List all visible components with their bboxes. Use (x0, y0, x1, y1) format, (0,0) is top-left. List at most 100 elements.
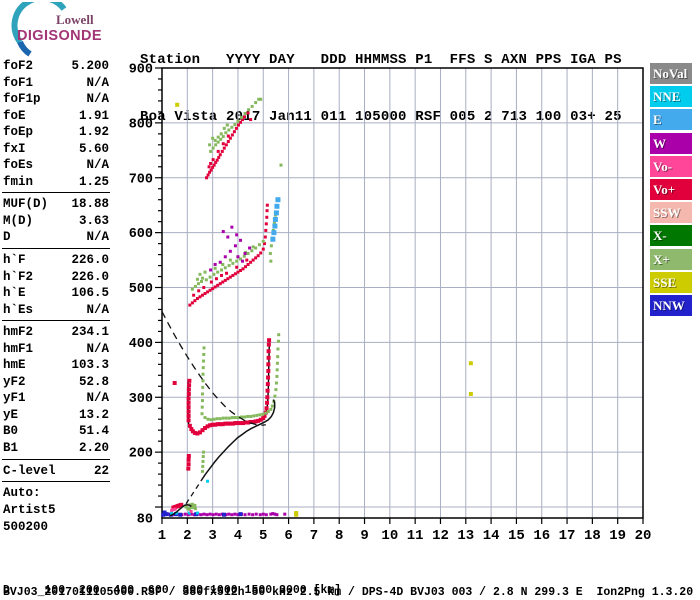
station-header: Station YYYY DAY DDD HHMMSS P1 FFS S AXN… (140, 13, 622, 165)
param-label: h`F (3, 253, 26, 268)
param-row-foep: foEp 1.92 (3, 124, 109, 141)
svg-text:3: 3 (208, 528, 216, 544)
svg-text:6: 6 (284, 528, 292, 544)
series-o-echo-2nd-multiple (188, 203, 269, 307)
param-row-hes: h`Es N/A (3, 302, 109, 319)
param-value: 103.3 (71, 358, 109, 373)
param-row-fof1p: foF1p N/A (3, 91, 109, 108)
param-label: hmF1 (3, 341, 34, 356)
svg-text:8: 8 (335, 528, 343, 544)
param-value: N/A (86, 230, 109, 245)
param-label: C-level (3, 463, 56, 478)
param-label: B0 (3, 424, 19, 439)
param-label: h`Es (3, 302, 34, 317)
param-value: 52.8 (78, 374, 109, 389)
gridlines (162, 68, 643, 518)
param-value: 13.2 (78, 407, 109, 422)
direction-color-legend: NoVal NNE E W Vo- Vo+ SSW X- X+ SSE NNW (650, 63, 696, 333)
artist-version: Artist5 (3, 503, 56, 518)
param-row-clevel: C-level 22 (3, 463, 109, 480)
digisonde-swoosh-icon (11, 2, 67, 57)
svg-text:400: 400 (129, 337, 153, 352)
param-row-he: h`E 106.5 (3, 285, 109, 302)
svg-text:20: 20 (635, 528, 652, 544)
logo-lowell-text: Lowell (56, 12, 94, 27)
param-row-hmf1: hmF1 N/A (3, 341, 109, 358)
param-value: 2.20 (78, 441, 109, 456)
param-row-hf: h`F 226.0 (3, 252, 109, 269)
legend-item-e: E (650, 109, 692, 131)
svg-text:18: 18 (584, 528, 601, 544)
param-row-fmin: fmin 1.25 (3, 174, 109, 191)
svg-text:19: 19 (609, 528, 626, 544)
svg-text:5: 5 (259, 528, 267, 544)
param-label: B1 (3, 441, 19, 456)
param-row-md: M(D) 3.63 (3, 213, 109, 230)
series-e-direction-2nd-multiple (270, 197, 281, 242)
svg-text:7: 7 (310, 528, 318, 544)
param-row-d: D N/A (3, 229, 109, 246)
series-stray-sse-dots (175, 102, 473, 517)
series-x-echo-f-layer-1st-hop (184, 97, 283, 511)
param-value: 18.88 (71, 197, 109, 212)
param-value: 1.92 (78, 125, 109, 140)
svg-text:1: 1 (158, 528, 166, 544)
param-row-foe: foE 1.91 (3, 108, 109, 125)
param-row-fxi: fxI 5.60 (3, 141, 109, 158)
axis-ticks (155, 67, 644, 524)
profile-valley-dashed (185, 479, 203, 505)
plot-frame (161, 67, 644, 519)
param-row-ye: yE 13.2 (3, 407, 109, 424)
svg-text:200: 200 (129, 447, 153, 462)
true-height-profile (200, 399, 276, 481)
svg-text:800: 800 (129, 117, 153, 132)
param-row-fof2: foF2 5.200 (3, 58, 109, 75)
param-label: D (3, 230, 11, 245)
svg-text:12: 12 (432, 528, 449, 544)
svg-text:80: 80 (137, 513, 153, 528)
svg-text:13: 13 (457, 528, 474, 544)
series-noise-vo- (170, 507, 193, 513)
separator (2, 192, 110, 194)
param-row-b1: B1 2.20 (3, 440, 109, 457)
legend-item-ssw: SSW (650, 202, 692, 224)
legend-item-vo: Vo+ (650, 179, 692, 200)
dmuf-distance-row: D 100 200 400 600 800 1000 1500 3000 [km… (3, 584, 342, 597)
param-value: 51.4 (78, 424, 109, 439)
scaled-parameters-panel: foF2 5.200 foF1 N/A foF1p N/A foE 1.91 foEp 1.92 f… (2, 58, 110, 536)
param-label: M(D) (3, 213, 34, 228)
param-value: 22 (93, 463, 109, 478)
param-label: yF1 (3, 391, 26, 406)
param-row-fof1: foF1 N/A (3, 75, 109, 92)
param-value: 5.200 (71, 59, 109, 73)
param-row-mufd: MUF(D) 18.88 (3, 196, 109, 213)
svg-text:900: 900 (129, 63, 153, 78)
param-label: yE (3, 407, 19, 422)
separator (2, 458, 110, 460)
param-value: N/A (86, 158, 109, 173)
svg-text:11: 11 (407, 528, 424, 544)
legend-item-nnw: NNW (650, 295, 692, 316)
svg-text:2: 2 (183, 528, 191, 544)
svg-text:500: 500 (129, 282, 153, 297)
series-noise-nne (170, 479, 210, 515)
svg-text:10: 10 (381, 528, 398, 544)
param-label: hmF2 (3, 325, 34, 340)
param-value: N/A (86, 302, 109, 317)
legend-item-nne: NNE (650, 86, 692, 108)
separator (2, 481, 110, 483)
legend-item-sse: SSE (650, 271, 692, 293)
header-column-labels: Station YYYY DAY DDD HHMMSS P1 FFS S AXN… (140, 52, 622, 68)
separator (2, 248, 110, 250)
param-label: foF1p (3, 92, 41, 107)
legend-item-w: W (650, 132, 692, 154)
legend-item-vo: Vo- (650, 155, 692, 177)
series-x-echo-2nd-multiple (190, 213, 277, 291)
svg-text:17: 17 (559, 528, 576, 544)
lowell-digisonde-logo: Lowell DIGISONDE (4, 2, 124, 58)
param-value: 1.91 (78, 108, 109, 123)
series-o-echo-3rd-multiple (205, 111, 253, 180)
